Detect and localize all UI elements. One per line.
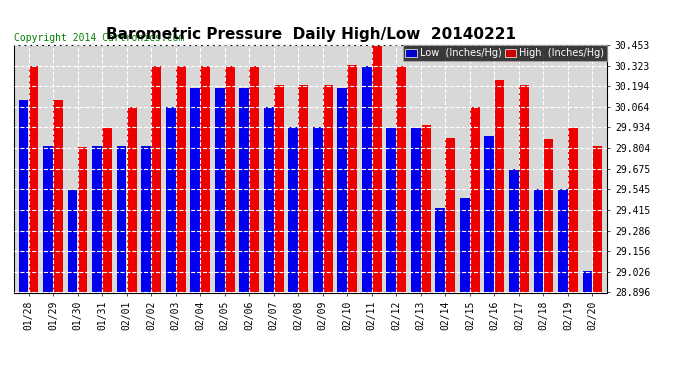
- Bar: [313, 126, 323, 292]
- Bar: [43, 146, 53, 292]
- Bar: [78, 147, 88, 292]
- Bar: [239, 88, 249, 292]
- Bar: [249, 66, 259, 292]
- Bar: [372, 45, 382, 292]
- Bar: [264, 108, 274, 292]
- Bar: [421, 125, 431, 292]
- Bar: [92, 146, 102, 292]
- Bar: [117, 146, 126, 292]
- Bar: [460, 198, 470, 292]
- Bar: [397, 66, 406, 292]
- Bar: [215, 88, 224, 292]
- Bar: [347, 64, 357, 292]
- Bar: [568, 128, 578, 292]
- Bar: [190, 88, 200, 292]
- Bar: [29, 66, 39, 292]
- Bar: [53, 99, 63, 292]
- Bar: [68, 190, 77, 292]
- Bar: [582, 271, 593, 292]
- Bar: [386, 128, 396, 292]
- Bar: [102, 128, 112, 292]
- Bar: [337, 88, 347, 292]
- Bar: [362, 66, 372, 292]
- Bar: [509, 170, 519, 292]
- Bar: [411, 128, 421, 292]
- Bar: [435, 208, 445, 292]
- Bar: [544, 139, 553, 292]
- Bar: [288, 126, 298, 292]
- Bar: [446, 138, 455, 292]
- Bar: [141, 146, 151, 292]
- Bar: [519, 85, 529, 292]
- Bar: [533, 189, 543, 292]
- Title: Barometric Pressure  Daily High/Low  20140221: Barometric Pressure Daily High/Low 20140…: [106, 27, 515, 42]
- Bar: [200, 66, 210, 292]
- Bar: [495, 81, 504, 292]
- Bar: [166, 108, 175, 292]
- Bar: [127, 108, 137, 292]
- Bar: [298, 85, 308, 292]
- Bar: [19, 99, 28, 292]
- Bar: [225, 66, 235, 292]
- Bar: [323, 85, 333, 292]
- Bar: [176, 66, 186, 292]
- Legend: Low  (Inches/Hg), High  (Inches/Hg): Low (Inches/Hg), High (Inches/Hg): [402, 45, 607, 61]
- Bar: [470, 108, 480, 292]
- Bar: [274, 85, 284, 292]
- Bar: [558, 189, 568, 292]
- Bar: [593, 146, 602, 292]
- Bar: [151, 66, 161, 292]
- Bar: [484, 136, 494, 292]
- Text: Copyright 2014 Cartronics.com: Copyright 2014 Cartronics.com: [14, 33, 184, 42]
